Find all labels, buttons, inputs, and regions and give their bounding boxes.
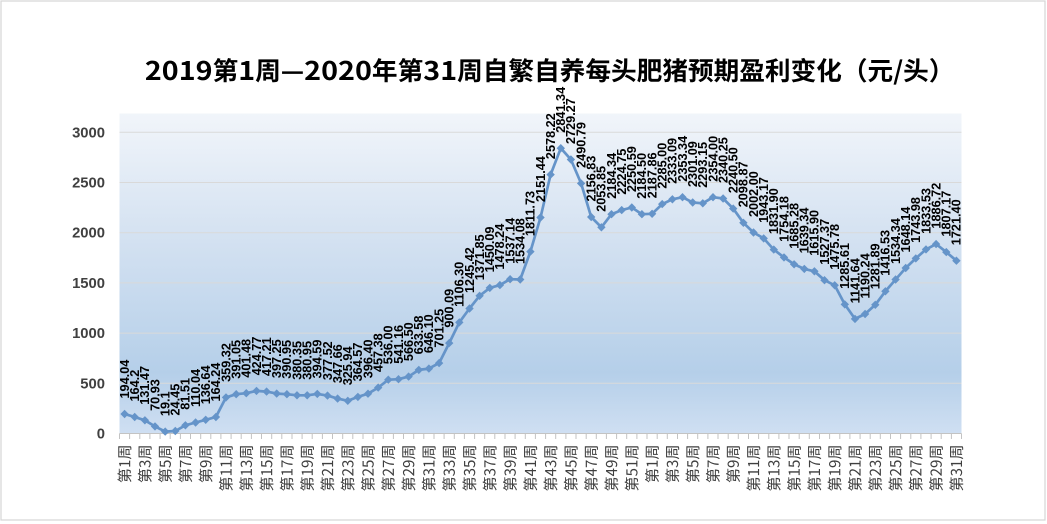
svg-text:2151.44: 2151.44 [534,156,548,202]
svg-text:390.95: 390.95 [280,340,294,379]
svg-text:325.94: 325.94 [341,346,355,385]
svg-text:2333.09: 2333.09 [666,138,680,184]
svg-text:377.52: 377.52 [321,341,335,380]
svg-text:1450.09: 1450.09 [483,227,497,273]
svg-text:2184.50: 2184.50 [635,153,649,199]
svg-text:2353.34: 2353.34 [676,136,690,182]
svg-text:1416.53: 1416.53 [879,230,893,276]
svg-text:359.32: 359.32 [219,343,233,382]
svg-text:1190.24: 1190.24 [858,253,872,298]
svg-text:1639.34: 1639.34 [798,208,812,254]
svg-text:1500: 1500 [72,276,105,292]
svg-text:396.40: 396.40 [361,339,375,378]
svg-text:164.24: 164.24 [209,363,223,402]
svg-text:457.38: 457.38 [372,333,386,372]
svg-text:633.58: 633.58 [412,316,426,355]
svg-text:1527.37: 1527.37 [818,219,832,265]
svg-text:1685.28: 1685.28 [787,203,801,249]
svg-text:2293.15: 2293.15 [696,142,710,188]
svg-text:194.04: 194.04 [118,360,132,399]
svg-text:347.66: 347.66 [331,344,345,383]
svg-text:1721.40: 1721.40 [950,199,964,245]
svg-text:500: 500 [80,376,105,392]
svg-text:1833.53: 1833.53 [919,188,933,234]
svg-text:701.25: 701.25 [432,309,446,348]
svg-text:2354.00: 2354.00 [706,136,720,182]
svg-text:2500: 2500 [72,176,105,192]
svg-text:2240.50: 2240.50 [727,147,741,193]
svg-text:2098.87: 2098.87 [737,161,751,207]
svg-text:900.09: 900.09 [443,289,457,328]
svg-text:1281.89: 1281.89 [869,243,883,289]
svg-text:136.64: 136.64 [199,365,213,404]
svg-text:401.48: 401.48 [240,339,254,378]
svg-text:1754.18: 1754.18 [777,196,791,242]
svg-text:70.93: 70.93 [148,379,162,411]
svg-text:110.04: 110.04 [189,369,203,407]
svg-text:1615.90: 1615.90 [808,210,822,256]
svg-text:1534.34: 1534.34 [889,218,903,264]
svg-text:2841.34: 2841.34 [554,87,568,133]
svg-text:1886.72: 1886.72 [929,183,943,229]
svg-text:391.05: 391.05 [230,340,244,379]
svg-text:1534.08: 1534.08 [514,218,528,264]
svg-text:2053.85: 2053.85 [595,166,609,212]
svg-text:131.47: 131.47 [138,366,152,405]
svg-text:81.51: 81.51 [179,378,193,410]
svg-text:3000: 3000 [72,125,105,141]
svg-text:2184.34: 2184.34 [605,153,619,199]
svg-text:1106.30: 1106.30 [453,262,467,307]
svg-text:2340.25: 2340.25 [716,137,730,183]
svg-text:364.57: 364.57 [351,343,365,382]
svg-text:380.35: 380.35 [290,341,304,380]
svg-text:2000: 2000 [72,226,105,242]
svg-text:1831.90: 1831.90 [767,188,781,234]
svg-text:646.10: 646.10 [422,314,436,353]
svg-text:536.00: 536.00 [382,325,396,364]
svg-text:417.21: 417.21 [260,337,274,376]
svg-text:1943.17: 1943.17 [757,177,771,223]
svg-text:0: 0 [97,427,105,443]
svg-text:1811.73: 1811.73 [524,191,538,236]
svg-text:380.95: 380.95 [301,341,315,380]
svg-text:2729.27: 2729.27 [564,98,578,144]
svg-text:566.50: 566.50 [402,322,416,361]
svg-text:24.45: 24.45 [169,384,183,416]
svg-text:2224.75: 2224.75 [615,149,629,195]
svg-text:541.16: 541.16 [392,325,406,364]
svg-text:164.2: 164.2 [128,370,142,402]
svg-text:2002.00: 2002.00 [747,171,761,217]
svg-text:2301.09: 2301.09 [686,141,700,187]
svg-text:19.1: 19.1 [159,391,173,416]
svg-text:2578.22: 2578.22 [544,113,558,159]
svg-text:2250.59: 2250.59 [625,146,639,192]
svg-text:1478.24: 1478.24 [493,224,507,270]
svg-text:1807.17: 1807.17 [940,191,954,237]
svg-text:2285.00: 2285.00 [656,143,670,189]
svg-text:424.77: 424.77 [250,337,264,376]
svg-text:2156.83: 2156.83 [585,156,599,202]
svg-text:1000: 1000 [72,326,105,342]
svg-text:1141.64: 1141.64 [848,258,862,303]
svg-text:394.59: 394.59 [311,340,325,379]
svg-text:2187.86: 2187.86 [645,152,659,198]
svg-text:2490.79: 2490.79 [574,122,588,168]
svg-text:1285.61: 1285.61 [838,243,852,289]
svg-text:1245.42: 1245.42 [463,247,477,293]
svg-text:1475.78: 1475.78 [828,224,842,270]
svg-text:397.25: 397.25 [270,339,284,378]
svg-text:1743.98: 1743.98 [909,197,923,243]
svg-text:1648.14: 1648.14 [899,207,913,253]
svg-text:1371.85: 1371.85 [473,234,487,280]
svg-text:1537.14: 1537.14 [503,218,517,264]
